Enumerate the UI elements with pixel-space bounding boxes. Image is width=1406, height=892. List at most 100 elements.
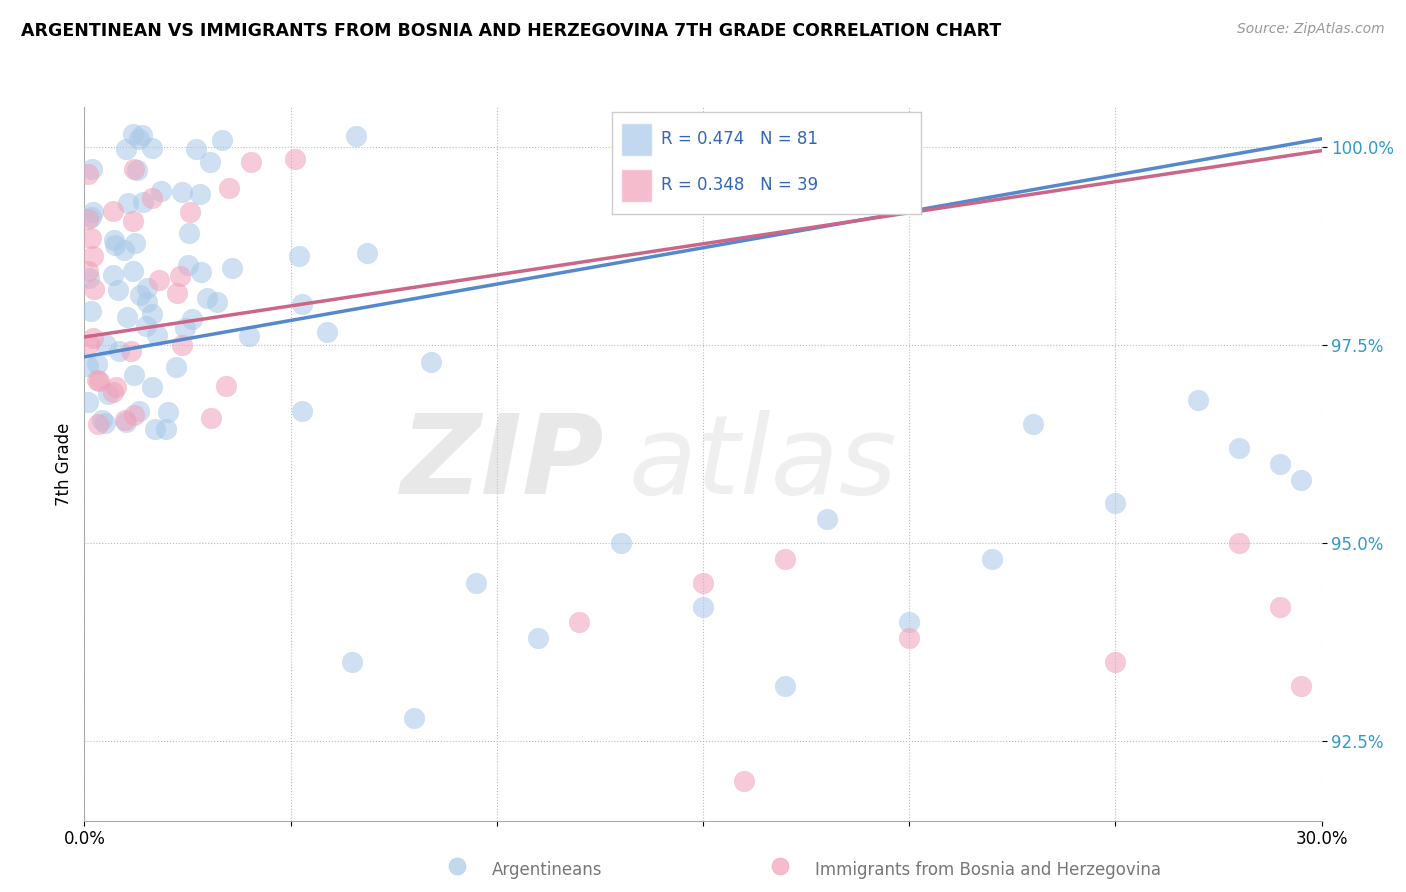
Point: [77, 167, 100, 181]
Point: [344, 128, 367, 143]
Point: [128, 404, 150, 418]
Bar: [621, 169, 652, 202]
Point: [148, 272, 170, 286]
Point: [284, 152, 307, 166]
Point: [190, 265, 212, 279]
Text: Argentineans: Argentineans: [492, 861, 603, 879]
Point: [115, 310, 138, 325]
Point: [211, 133, 233, 147]
Point: [692, 599, 714, 614]
Point: [238, 328, 260, 343]
Point: [188, 187, 211, 202]
Point: [769, 859, 792, 873]
Point: [568, 615, 591, 630]
Point: [82, 204, 104, 219]
Point: [419, 355, 441, 369]
Point: [141, 141, 163, 155]
Point: [527, 632, 550, 646]
Point: [980, 552, 1002, 566]
Point: [1289, 473, 1312, 487]
Point: [169, 269, 191, 284]
Point: [101, 384, 124, 399]
Point: [77, 395, 100, 409]
Point: [1022, 417, 1045, 432]
Point: [94, 338, 117, 352]
Text: ZIP: ZIP: [401, 410, 605, 517]
Point: [121, 128, 143, 142]
Point: [898, 615, 921, 630]
Point: [107, 343, 129, 358]
Point: [131, 128, 153, 143]
Point: [120, 344, 142, 359]
Point: [79, 211, 101, 225]
Text: Immigrants from Bosnia and Herzegovina: Immigrants from Bosnia and Herzegovina: [815, 861, 1161, 879]
Point: [141, 191, 163, 205]
Y-axis label: 7th Grade: 7th Grade: [55, 422, 73, 506]
Point: [179, 205, 201, 219]
Point: [97, 386, 120, 401]
Point: [291, 403, 314, 417]
Point: [150, 184, 173, 198]
Point: [200, 155, 222, 169]
Point: [107, 283, 129, 297]
Point: [77, 264, 100, 278]
Point: [122, 162, 145, 177]
Point: [122, 263, 145, 277]
Point: [122, 213, 145, 227]
Point: [446, 859, 468, 873]
Point: [465, 575, 488, 590]
Point: [80, 304, 103, 318]
Point: [1270, 599, 1292, 614]
Point: [136, 281, 159, 295]
Point: [1104, 655, 1126, 669]
Point: [239, 155, 262, 169]
Point: [128, 131, 150, 145]
Point: [77, 359, 100, 374]
Point: [195, 291, 218, 305]
Point: [80, 231, 103, 245]
Point: [82, 249, 104, 263]
Point: [115, 416, 138, 430]
Point: [170, 338, 193, 352]
Point: [214, 379, 236, 393]
Point: [1289, 679, 1312, 693]
Point: [80, 161, 103, 176]
Point: [104, 238, 127, 252]
Point: [124, 236, 146, 251]
Point: [775, 552, 797, 566]
Point: [186, 142, 208, 156]
Text: atlas: atlas: [628, 410, 897, 517]
Point: [205, 294, 228, 309]
Point: [129, 288, 152, 302]
Text: R = 0.348   N = 39: R = 0.348 N = 39: [661, 177, 818, 194]
Point: [122, 368, 145, 383]
Point: [91, 413, 114, 427]
Point: [122, 408, 145, 422]
Point: [166, 286, 188, 301]
Point: [103, 233, 125, 247]
Point: [83, 283, 105, 297]
Point: [87, 375, 110, 389]
Point: [1104, 496, 1126, 510]
Point: [342, 655, 364, 669]
Point: [94, 417, 117, 431]
Point: [1227, 536, 1250, 550]
Point: [86, 358, 108, 372]
Point: [815, 512, 838, 526]
Point: [200, 411, 222, 425]
Point: [77, 211, 100, 226]
Point: [104, 379, 127, 393]
Point: [356, 245, 378, 260]
Point: [733, 774, 755, 789]
Text: R = 0.474   N = 81: R = 0.474 N = 81: [661, 130, 818, 148]
Point: [77, 336, 100, 351]
Point: [176, 258, 198, 272]
Point: [101, 268, 124, 282]
Point: [87, 417, 110, 431]
Bar: [621, 123, 652, 155]
Point: [101, 204, 124, 219]
Point: [692, 575, 714, 590]
Point: [114, 413, 136, 427]
Text: Source: ZipAtlas.com: Source: ZipAtlas.com: [1237, 22, 1385, 37]
Point: [165, 360, 187, 375]
